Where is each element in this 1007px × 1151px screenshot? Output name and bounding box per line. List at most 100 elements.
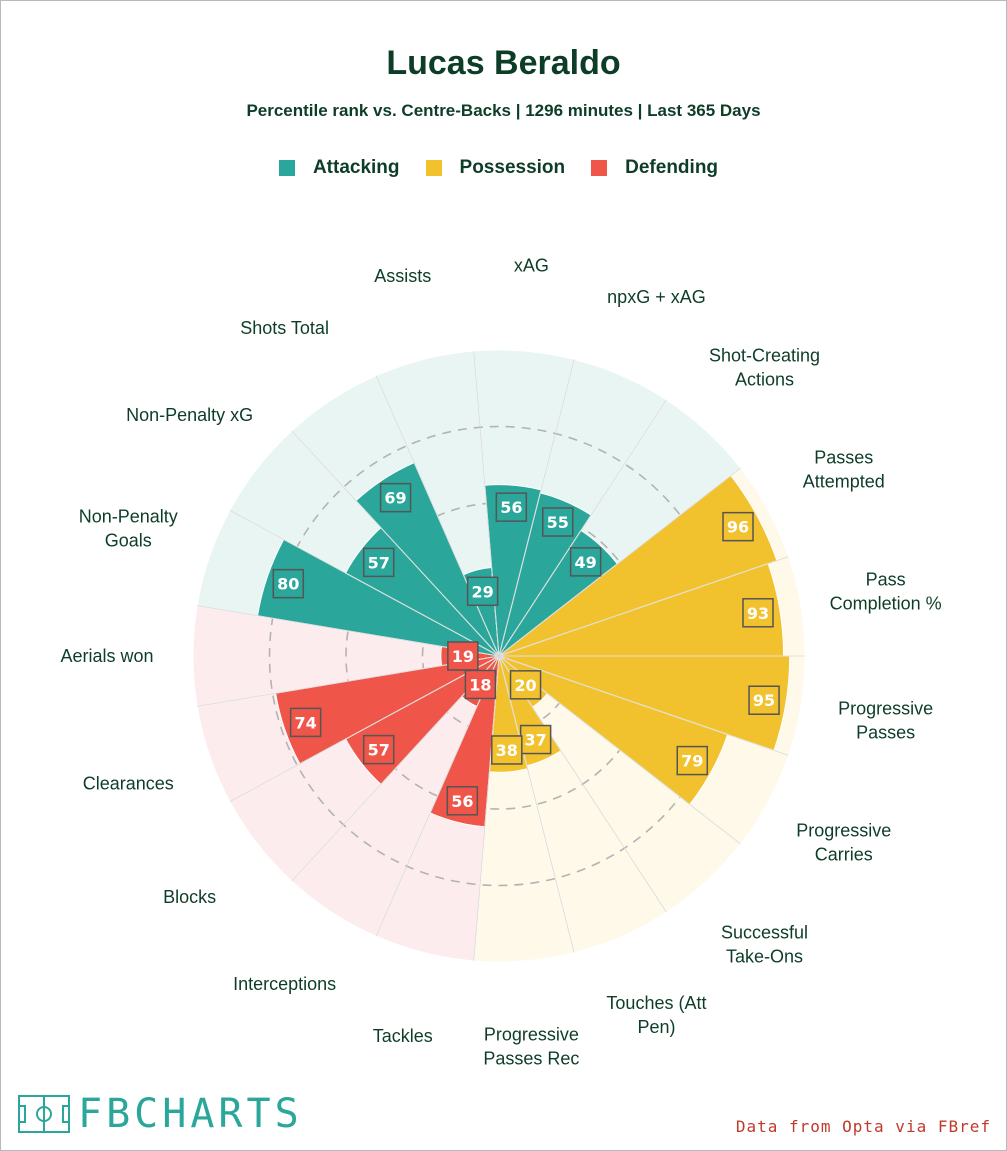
value-box-non-penalty-xg [362, 547, 395, 578]
value-box-assists [466, 576, 499, 607]
spoke-non-penalty-xg [229, 510, 500, 657]
spoke-progressive-passes-rec [498, 655, 575, 953]
value-box-shot-creating-actions [569, 547, 602, 577]
legend-label-defending: Defending [625, 157, 719, 178]
value-box-tackles [446, 786, 479, 816]
category-label-successful-take-ons: Successful Take-Ons [721, 922, 808, 966]
value-label-xag: 56 [500, 498, 522, 517]
value-label-blocks: 57 [368, 741, 390, 760]
category-label-non-penalty-xg: Non-Penalty xG [126, 405, 253, 425]
value-box-aerials-won [447, 641, 479, 671]
value-label-clearances: 74 [295, 713, 317, 732]
value-box-non-penalty-goals [272, 568, 305, 599]
value-label-non-penalty-xg: 57 [368, 553, 390, 572]
value-badge-progressive-carries: 79 [676, 745, 709, 776]
value-badge-interceptions: 18 [464, 669, 497, 700]
value-box-progressive-passes [748, 685, 780, 715]
category-label-blocks: Blocks [163, 887, 216, 907]
value-label-touches-att-pen: 37 [525, 731, 547, 750]
logo-text: FBCHARTS [78, 1091, 303, 1137]
value-box-blocks [362, 734, 395, 765]
value-badge-progressive-passes: 95 [748, 685, 780, 715]
value-labels: 95 79 20 37 38 56 18 57 74 19 80 57 69 29 56 55 49 96 93 [272, 482, 780, 816]
chart-subtitle: Percentile rank vs. Centre-Backs | 1296 … [246, 101, 761, 120]
value-box-npxg-xag [542, 507, 574, 537]
legend-item-attacking: Attacking [278, 157, 410, 179]
value-label-passes-attempted: 96 [727, 518, 749, 537]
value-badge-pass-completion: 93 [742, 598, 774, 628]
value-label-shot-creating-actions: 49 [575, 553, 597, 572]
value-badge-assists: 29 [466, 576, 499, 607]
value-badge-aerials-won: 19 [447, 641, 479, 671]
category-label-pass-completion: Pass Completion % [830, 569, 942, 613]
value-label-progressive-carries: 79 [681, 752, 703, 771]
spoke-shots-total [291, 430, 500, 657]
value-label-progressive-passes: 95 [753, 691, 775, 710]
value-label-successful-take-ons: 20 [514, 676, 536, 695]
bars [256, 461, 791, 828]
category-label-shot-creating-actions: Shot-Creating Actions [709, 346, 820, 390]
category-label-non-penalty-goals: Non-Penalty Goals [79, 507, 178, 551]
value-box-pass-completion [742, 598, 774, 628]
value-box-successful-take-ons [509, 670, 542, 700]
value-box-progressive-carries [676, 745, 709, 776]
spoke-assists [375, 375, 500, 657]
spoke-clearances [229, 655, 500, 802]
spoke-tackles [473, 655, 500, 961]
spoke-npxg-xag [498, 359, 575, 657]
category-label-clearances: Clearances [83, 773, 174, 793]
spoke-passes-attempted [498, 467, 741, 657]
category-label-progressive-passes: Progressive Passes [838, 699, 933, 743]
value-label-interceptions: 18 [469, 675, 491, 694]
category-label-assists: Assists [374, 266, 431, 286]
value-badge-progressive-passes-rec: 38 [491, 735, 523, 765]
value-label-assists: 29 [471, 582, 493, 601]
category-label-touches-att-pen: Touches (Att Pen) [606, 993, 706, 1037]
value-box-progressive-passes-rec [491, 735, 523, 765]
value-badge-shot-creating-actions: 49 [569, 547, 602, 577]
legend-swatch-attacking [278, 160, 295, 176]
legend-label-attacking: Attacking [312, 157, 400, 178]
category-label-shots-total: Shots Total [240, 318, 329, 338]
value-badge-tackles: 56 [446, 786, 479, 816]
legend-item-defending: Defending [591, 157, 728, 179]
category-label-passes-attempted: Passes Attempted [803, 447, 885, 491]
legend-swatch-defending [591, 160, 608, 176]
pitch-icon [18, 1095, 70, 1133]
legend-swatch-possession [425, 160, 442, 176]
value-label-npxg-xag: 55 [547, 513, 569, 532]
chart-title: Lucas Beraldo [386, 44, 621, 82]
category-label-progressive-carries: Progressive Carries [796, 821, 891, 865]
value-badge-non-penalty-xg: 57 [362, 547, 395, 578]
value-badge-blocks: 57 [362, 734, 395, 765]
data-credit: Data from Opta via FBref [735, 1117, 991, 1136]
value-label-aerials-won: 19 [452, 647, 474, 666]
value-badge-non-penalty-goals: 80 [272, 568, 305, 599]
category-label-interceptions: Interceptions [233, 974, 336, 994]
value-label-tackles: 56 [451, 792, 473, 811]
value-label-non-penalty-goals: 80 [277, 575, 299, 594]
fbcharts-logo: FBCHARTS [18, 1094, 303, 1134]
value-badge-successful-take-ons: 20 [509, 670, 542, 700]
category-label-npxg-xag: npxG + xAG [607, 287, 706, 307]
value-box-passes-attempted [722, 511, 754, 542]
value-badge-npxg-xag: 55 [542, 507, 574, 537]
category-label-xag: xAG [514, 255, 549, 275]
spoke-pass-completion [498, 556, 789, 657]
value-badge-clearances: 74 [289, 707, 322, 738]
value-box-clearances [289, 707, 322, 738]
category-labels: Progressive Passes Progressive Carries Succe… [60, 255, 941, 1068]
legend-label-possession: Possession [459, 157, 566, 178]
value-badge-shots-total: 69 [379, 482, 412, 513]
value-label-progressive-passes-rec: 38 [496, 741, 518, 760]
value-badge-passes-attempted: 96 [722, 511, 754, 542]
spoke-interceptions [375, 655, 500, 937]
value-box-xag [495, 492, 528, 522]
legend: Attacking Possession Defending [0, 157, 1007, 179]
legend-item-possession: Possession [425, 157, 576, 179]
value-label-pass-completion: 93 [747, 604, 769, 623]
spoke-progressive-carries [498, 655, 789, 756]
value-badge-touches-att-pen: 37 [519, 724, 552, 755]
category-label-progressive-passes-rec: Progressive Passes Rec [483, 1025, 579, 1069]
